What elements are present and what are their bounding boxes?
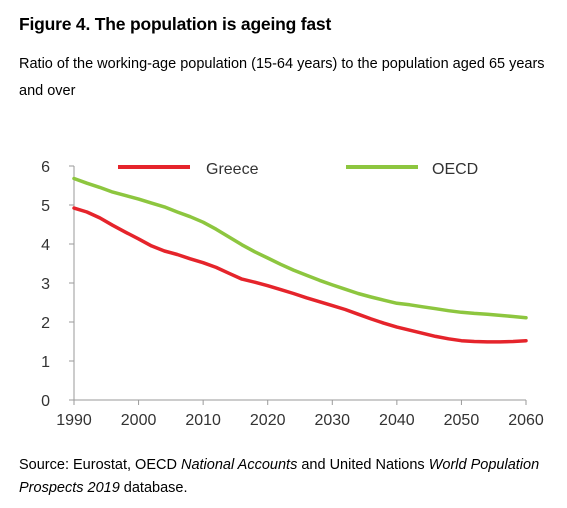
x-tick-label: 2040 (379, 412, 415, 429)
chart-axes: 0 1 2 3 4 5 6 1990 2000 2010 2020 2030 2040 2050 2060 (41, 159, 544, 429)
x-tick-label: 2000 (121, 412, 157, 429)
series-line-oecd (72, 176, 528, 320)
y-tick-label: 2 (41, 315, 50, 332)
chart-title: Figure 4. The population is ageing fast (19, 14, 332, 34)
y-tick-label: 0 (41, 393, 50, 410)
y-tick-label: 6 (41, 159, 50, 176)
source-middle: and United Nations (297, 457, 429, 473)
legend-label-oecd: OECD (432, 161, 478, 178)
x-tick-label: 2030 (314, 412, 350, 429)
chart-legend: Greece OECD (118, 161, 478, 178)
source-italic-national-accounts: National Accounts (180, 457, 298, 473)
chart-source-note: Source: Eurostat, OECD National Accounts… (19, 454, 549, 500)
x-tick-label: 1990 (56, 412, 92, 429)
y-tick-label: 4 (41, 237, 50, 254)
x-tick-label: 2010 (185, 412, 221, 429)
y-tick-label: 3 (41, 276, 50, 293)
series-line-greece (72, 206, 528, 344)
y-tick-label: 1 (41, 354, 50, 371)
source-prefix: Source: Eurostat, OECD (19, 457, 181, 473)
legend-label-greece: Greece (206, 161, 259, 178)
chart-subtitle: Ratio of the working-age population (15-… (19, 56, 545, 99)
x-tick-label: 2060 (508, 412, 544, 429)
source-suffix: database. (119, 480, 188, 496)
source-italic-wpp: World Population Prospects 2019 (19, 457, 540, 496)
y-tick-label: 5 (41, 198, 50, 215)
chart-series (72, 176, 528, 344)
x-tick-label: 2050 (444, 412, 480, 429)
x-tick-label: 2020 (250, 412, 286, 429)
